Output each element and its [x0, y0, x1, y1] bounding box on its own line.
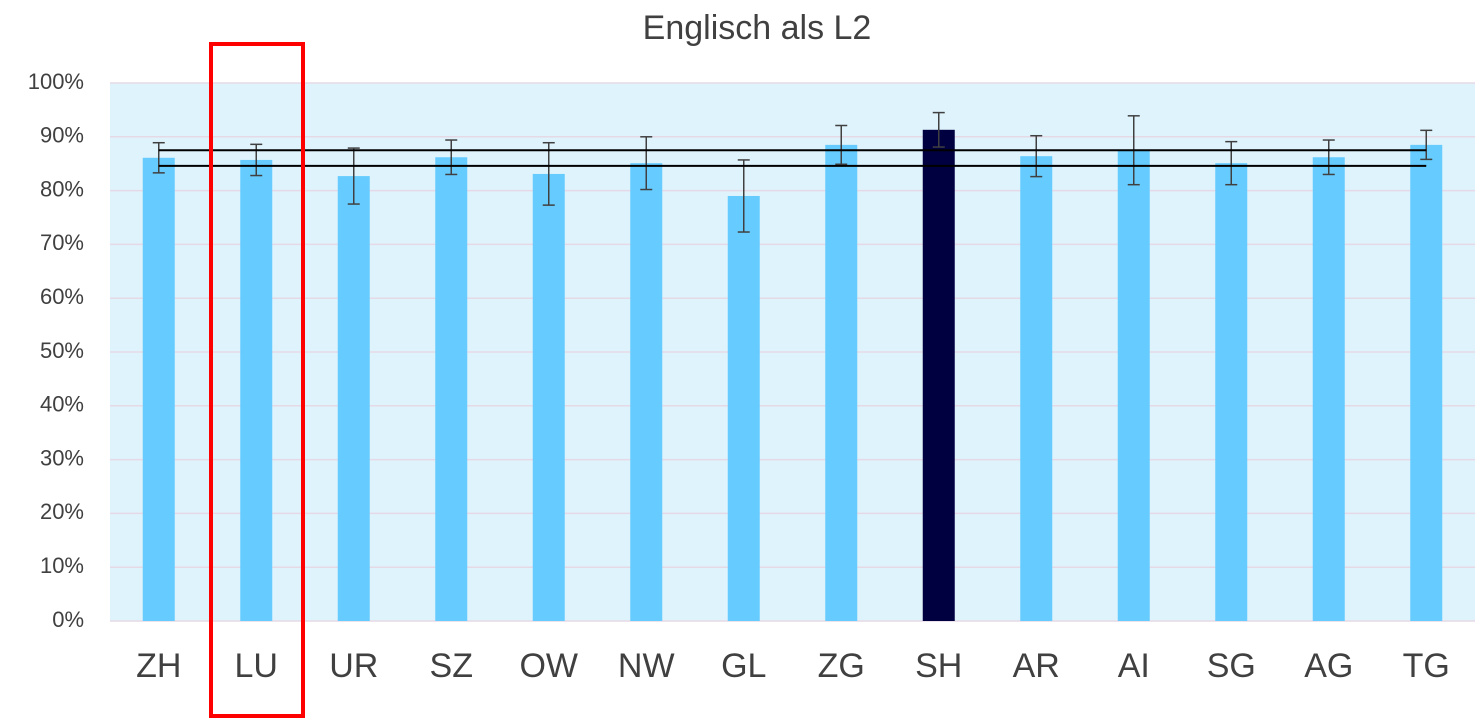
bar — [630, 163, 663, 622]
x-tick-label: ZG — [818, 647, 865, 685]
bar — [1410, 144, 1443, 621]
bar — [1020, 156, 1053, 621]
x-tick-label: GL — [721, 647, 766, 685]
bar — [240, 159, 273, 621]
x-tick-label: AR — [1013, 647, 1060, 685]
y-tick-label: 80% — [40, 176, 84, 201]
bar — [142, 157, 175, 622]
x-tick-label: AG — [1304, 647, 1353, 685]
x-tick-label: LU — [235, 647, 278, 685]
chart-title: Englisch als L2 — [643, 9, 872, 47]
bar — [922, 129, 955, 621]
bar — [435, 157, 468, 621]
y-tick-label: 90% — [40, 123, 84, 148]
x-tick-label: TG — [1403, 647, 1450, 685]
x-tick-label: SZ — [430, 647, 473, 685]
bar — [825, 144, 858, 621]
x-tick-label: SG — [1207, 647, 1256, 685]
y-tick-label: 50% — [40, 338, 84, 363]
x-tick-label: NW — [618, 647, 675, 685]
highlight-box — [209, 42, 305, 718]
y-tick-label: 70% — [40, 230, 84, 255]
y-tick-label: 10% — [40, 553, 84, 578]
y-tick-label: 20% — [40, 499, 84, 524]
bar — [1117, 150, 1150, 621]
bar — [727, 195, 760, 622]
y-tick-label: 40% — [40, 392, 84, 417]
x-tick-label: ZH — [136, 647, 181, 685]
y-tick-label: 0% — [52, 607, 84, 632]
bar — [1312, 157, 1345, 621]
x-tick-label: OW — [519, 647, 578, 685]
y-tick-label: 60% — [40, 284, 84, 309]
y-tick-label: 100% — [28, 69, 84, 94]
x-tick-label: SH — [915, 647, 962, 685]
bar — [1215, 163, 1248, 622]
bar — [532, 173, 565, 621]
bar — [337, 176, 370, 621]
x-tick-label: AI — [1118, 647, 1150, 685]
y-tick-label: 30% — [40, 445, 84, 470]
x-tick-label: UR — [329, 647, 378, 685]
